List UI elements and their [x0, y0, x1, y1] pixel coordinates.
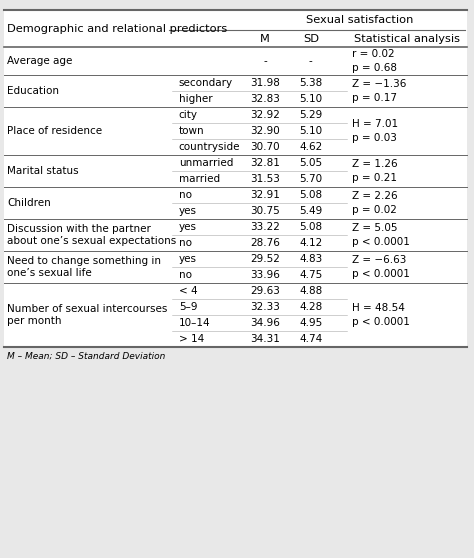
Text: 29.52: 29.52	[250, 254, 280, 264]
Text: -: -	[309, 56, 313, 66]
Text: 5–9: 5–9	[179, 302, 197, 312]
Text: H = 48.54
p < 0.0001: H = 48.54 p < 0.0001	[353, 304, 410, 326]
Text: Sexual satisfaction: Sexual satisfaction	[306, 15, 414, 25]
Text: Z = 1.26
p = 0.21: Z = 1.26 p = 0.21	[353, 160, 398, 182]
Text: H = 7.01
p = 0.03: H = 7.01 p = 0.03	[353, 119, 399, 143]
Text: 5.10: 5.10	[299, 126, 322, 136]
Text: yes: yes	[179, 222, 197, 232]
Text: SD: SD	[303, 33, 319, 44]
Text: 29.63: 29.63	[250, 286, 280, 296]
Text: > 14: > 14	[179, 334, 204, 344]
Text: yes: yes	[179, 254, 197, 264]
Text: 4.83: 4.83	[299, 254, 322, 264]
Text: 4.88: 4.88	[299, 286, 322, 296]
Text: Demographic and relational predictors: Demographic and relational predictors	[7, 23, 227, 33]
Text: 5.49: 5.49	[299, 206, 322, 216]
Text: Need to change something in
one’s sexual life: Need to change something in one’s sexual…	[7, 256, 161, 278]
Text: 5.08: 5.08	[299, 190, 322, 200]
Text: no: no	[179, 270, 191, 280]
Text: 5.70: 5.70	[299, 174, 322, 184]
Text: higher: higher	[179, 94, 212, 104]
Text: 32.33: 32.33	[250, 302, 280, 312]
Text: 5.29: 5.29	[299, 110, 322, 120]
Text: married: married	[179, 174, 220, 184]
Text: 28.76: 28.76	[250, 238, 280, 248]
Text: Discussion with the partner
about one’s sexual expectations: Discussion with the partner about one’s …	[7, 224, 176, 247]
Text: 34.31: 34.31	[250, 334, 280, 344]
Text: 4.74: 4.74	[299, 334, 322, 344]
Text: 10–14: 10–14	[179, 318, 210, 328]
Text: 30.75: 30.75	[250, 206, 280, 216]
Text: Children: Children	[7, 198, 51, 208]
Text: 4.95: 4.95	[299, 318, 322, 328]
Text: M: M	[260, 33, 270, 44]
Text: Place of residence: Place of residence	[7, 126, 102, 136]
Text: 4.75: 4.75	[299, 270, 322, 280]
Text: Education: Education	[7, 86, 59, 96]
Text: 5.08: 5.08	[299, 222, 322, 232]
Text: 34.96: 34.96	[250, 318, 280, 328]
Text: 5.05: 5.05	[299, 158, 322, 168]
Text: 33.22: 33.22	[250, 222, 280, 232]
Text: < 4: < 4	[179, 286, 197, 296]
Text: Z = −1.36
p = 0.17: Z = −1.36 p = 0.17	[353, 79, 407, 103]
Text: 4.12: 4.12	[299, 238, 322, 248]
Text: 32.83: 32.83	[250, 94, 280, 104]
Text: 32.90: 32.90	[250, 126, 280, 136]
Text: 5.38: 5.38	[299, 78, 322, 88]
Text: 4.28: 4.28	[299, 302, 322, 312]
Text: -: -	[263, 56, 267, 66]
Text: Statistical analysis: Statistical analysis	[354, 33, 460, 44]
Text: 30.70: 30.70	[250, 142, 280, 152]
Text: M – Mean; SD – Standard Deviation: M – Mean; SD – Standard Deviation	[7, 352, 165, 361]
Bar	[4, 10, 466, 347]
Text: r = 0.02
p = 0.68: r = 0.02 p = 0.68	[353, 50, 398, 73]
Text: 31.53: 31.53	[250, 174, 280, 184]
Text: 5.10: 5.10	[299, 94, 322, 104]
Text: secondary: secondary	[179, 78, 233, 88]
Text: Z = 5.05
p < 0.0001: Z = 5.05 p < 0.0001	[353, 223, 410, 247]
Text: 32.81: 32.81	[250, 158, 280, 168]
Text: 33.96: 33.96	[250, 270, 280, 280]
Text: Number of sexual intercourses
per month: Number of sexual intercourses per month	[7, 304, 167, 326]
Text: Z = −6.63
p < 0.0001: Z = −6.63 p < 0.0001	[353, 256, 410, 278]
Text: yes: yes	[179, 206, 197, 216]
Text: town: town	[179, 126, 204, 136]
Text: Z = 2.26
p = 0.02: Z = 2.26 p = 0.02	[353, 191, 398, 215]
Text: 32.92: 32.92	[250, 110, 280, 120]
Text: 32.91: 32.91	[250, 190, 280, 200]
Text: unmarried: unmarried	[179, 158, 233, 168]
Text: 4.62: 4.62	[299, 142, 322, 152]
Text: no: no	[179, 238, 191, 248]
Text: Marital status: Marital status	[7, 166, 79, 176]
Text: no: no	[179, 190, 191, 200]
Text: Average age: Average age	[7, 56, 73, 66]
Text: countryside: countryside	[179, 142, 240, 152]
Text: 31.98: 31.98	[250, 78, 280, 88]
Text: city: city	[179, 110, 198, 120]
